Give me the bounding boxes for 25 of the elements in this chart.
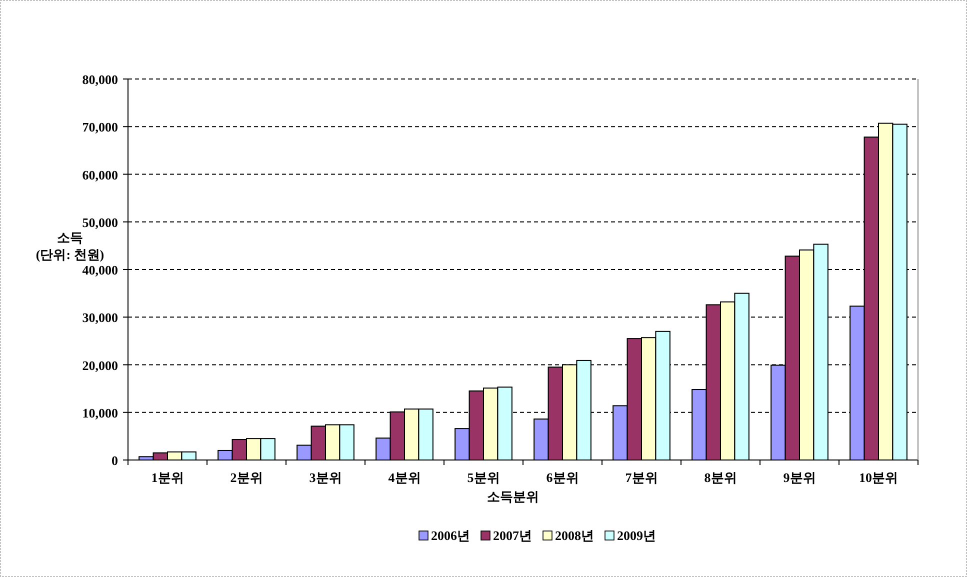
x-tick-label: 4분위: [388, 470, 421, 485]
legend-label: 2007년: [493, 528, 532, 543]
x-tick-label: 1분위: [151, 470, 184, 485]
legend-label: 2009년: [617, 528, 656, 543]
y-tick-label: 40,000: [82, 262, 118, 278]
y-tick-label: 80,000: [82, 72, 118, 87]
y-tick-label: 70,000: [82, 120, 118, 135]
y-tick-label: 10,000: [82, 405, 118, 420]
x-tick-label: 2분위: [230, 470, 263, 485]
x-tick-label: 8분위: [704, 470, 737, 485]
y-tick-label: 30,000: [82, 310, 118, 326]
x-tick-label: 3분위: [309, 470, 342, 485]
x-tick-label: 10분위: [859, 470, 898, 485]
y-tick-label: 60,000: [82, 167, 118, 182]
y-axis-title: 소득 (단위: 천원): [36, 230, 104, 262]
x-tick-label: 6분위: [546, 470, 579, 485]
y-tick-label: 20,000: [82, 358, 118, 373]
x-tick-label: 9분위: [783, 470, 816, 485]
y-tick-label: 0: [112, 453, 118, 468]
x-tick-label: 7분위: [625, 470, 658, 485]
x-tick-label: 5분위: [467, 470, 500, 485]
y-tick-label: 50,000: [82, 214, 118, 230]
legend-label: 2008년: [555, 528, 594, 543]
x-axis-title: 소득분위: [487, 489, 539, 504]
legend-label: 2006년: [431, 528, 470, 543]
